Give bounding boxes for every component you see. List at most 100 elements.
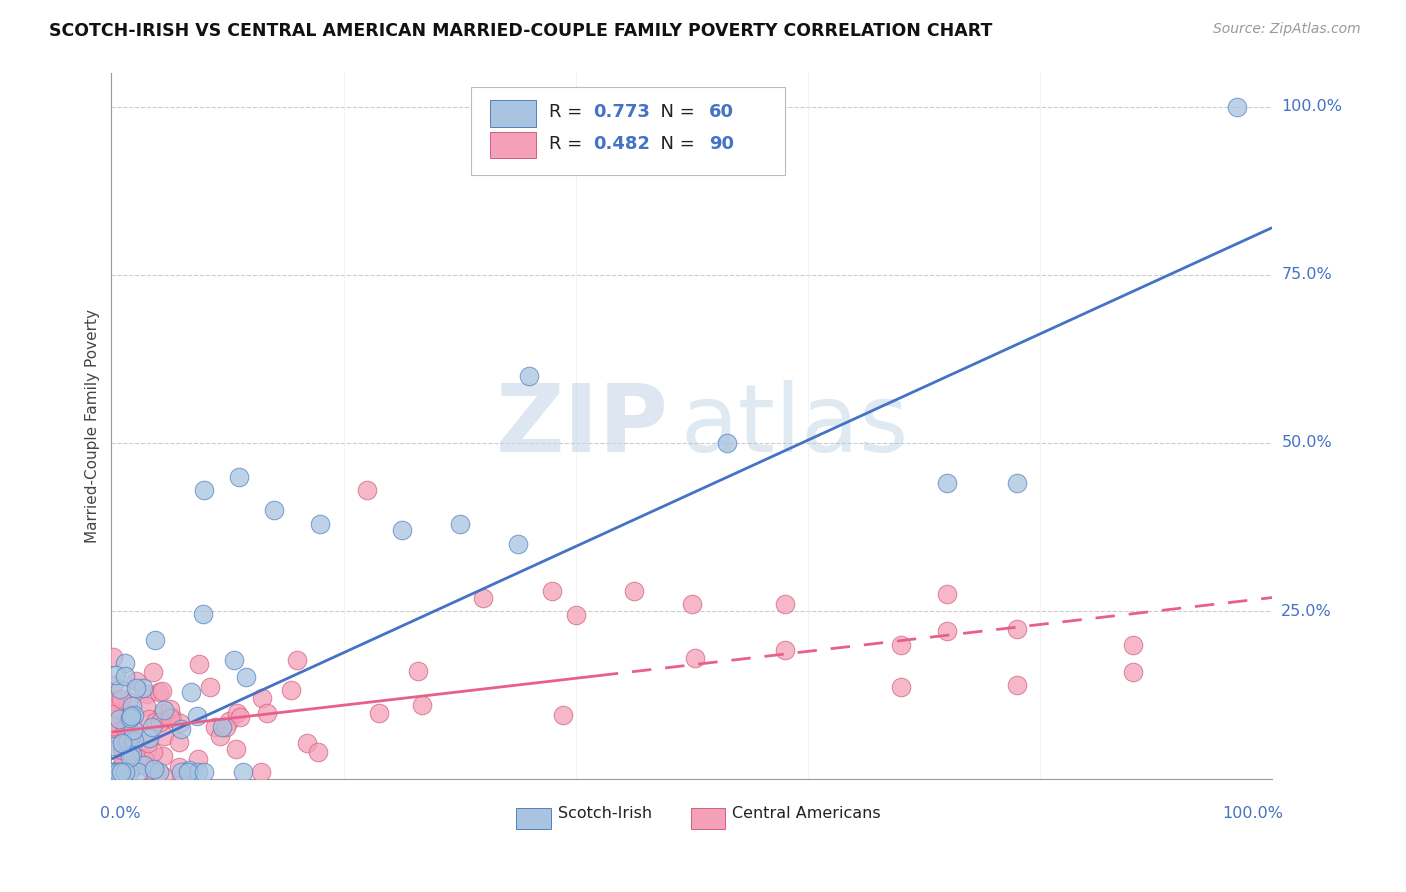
Point — [773, 643, 796, 657]
Y-axis label: Married-Couple Family Poverty: Married-Couple Family Poverty — [86, 309, 100, 543]
Text: 0.773: 0.773 — [593, 103, 650, 120]
Point — [101, 650, 124, 665]
Point — [193, 765, 215, 780]
Point — [107, 765, 129, 780]
Point — [716, 436, 738, 450]
Text: N =: N = — [648, 135, 700, 153]
Point — [112, 706, 135, 720]
Text: 60: 60 — [709, 103, 734, 120]
FancyBboxPatch shape — [471, 87, 785, 176]
Point — [111, 736, 134, 750]
Point — [936, 624, 959, 639]
Point — [153, 703, 176, 717]
Point — [136, 736, 159, 750]
Text: 0.0%: 0.0% — [100, 806, 141, 821]
FancyBboxPatch shape — [690, 808, 725, 830]
Point — [256, 706, 278, 720]
Point — [263, 503, 285, 517]
Point — [160, 709, 183, 723]
Point — [406, 665, 429, 679]
Point — [215, 721, 238, 735]
Point — [167, 735, 190, 749]
Point — [170, 765, 193, 780]
Point — [103, 701, 125, 715]
Text: 0.482: 0.482 — [593, 135, 650, 153]
FancyBboxPatch shape — [489, 132, 536, 159]
Point — [186, 709, 208, 723]
Point — [367, 706, 389, 720]
Point — [103, 765, 125, 780]
Point — [1122, 665, 1144, 679]
Point — [103, 739, 125, 754]
Point — [152, 729, 174, 743]
Point — [101, 678, 124, 692]
Point — [517, 368, 540, 383]
Point — [114, 721, 136, 735]
Point — [471, 591, 494, 605]
Point — [141, 720, 163, 734]
Point — [122, 723, 145, 738]
Text: R =: R = — [548, 103, 588, 120]
Point — [114, 656, 136, 670]
Point — [118, 711, 141, 725]
Point — [110, 681, 132, 696]
Point — [150, 683, 173, 698]
Text: N =: N = — [648, 103, 700, 120]
Point — [134, 758, 156, 772]
Text: R =: R = — [548, 135, 588, 153]
Point — [115, 726, 138, 740]
Point — [114, 765, 136, 780]
Point — [152, 706, 174, 721]
Point — [193, 483, 215, 497]
Point — [125, 673, 148, 688]
Point — [152, 769, 174, 783]
Point — [118, 765, 141, 780]
Point — [295, 736, 318, 750]
Point — [177, 763, 200, 777]
Point — [135, 698, 157, 713]
Point — [115, 742, 138, 756]
Point — [127, 765, 149, 780]
Point — [121, 727, 143, 741]
Point — [225, 706, 247, 720]
Point — [148, 685, 170, 699]
Point — [208, 729, 231, 743]
Point — [683, 651, 706, 665]
FancyBboxPatch shape — [516, 808, 551, 830]
Point — [936, 476, 959, 491]
Point — [551, 708, 574, 723]
Point — [307, 744, 329, 758]
FancyBboxPatch shape — [489, 100, 536, 127]
Point — [890, 681, 912, 695]
Point — [121, 728, 143, 742]
Point — [191, 607, 214, 621]
Point — [110, 765, 132, 780]
Point — [125, 681, 148, 695]
Point — [143, 714, 166, 729]
Point — [110, 691, 132, 706]
Point — [108, 712, 131, 726]
Point — [124, 707, 146, 722]
Point — [1005, 476, 1028, 491]
Point — [145, 769, 167, 783]
Point — [225, 742, 247, 756]
Point — [117, 694, 139, 708]
Text: atlas: atlas — [681, 380, 908, 472]
Point — [103, 707, 125, 722]
Point — [138, 712, 160, 726]
Text: Central Americans: Central Americans — [733, 805, 882, 821]
Point — [411, 698, 433, 713]
Point — [280, 682, 302, 697]
Point — [1226, 100, 1249, 114]
Point — [250, 764, 273, 779]
Point — [773, 597, 796, 611]
Point — [222, 653, 245, 667]
Point — [121, 748, 143, 763]
Point — [110, 765, 132, 780]
Point — [187, 752, 209, 766]
Point — [506, 537, 529, 551]
Point — [138, 731, 160, 745]
Point — [122, 734, 145, 748]
Text: 100.0%: 100.0% — [1223, 806, 1284, 821]
Point — [142, 665, 165, 680]
